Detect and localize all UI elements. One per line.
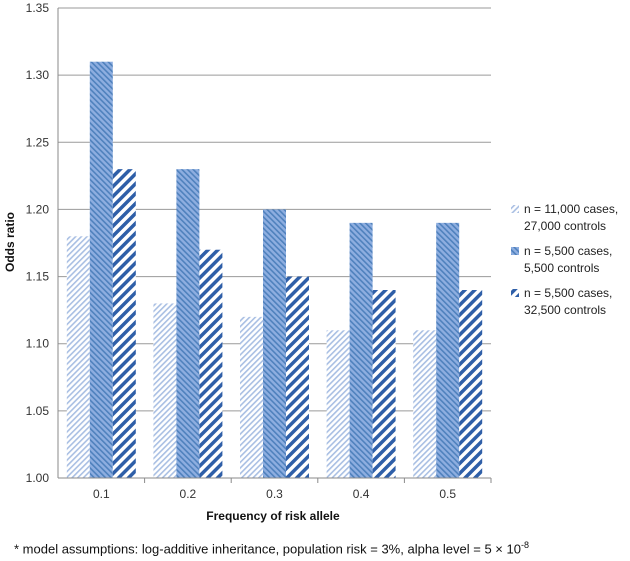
footnote-text: * model assumptions: log-additive inheri… [14,541,521,557]
bar [326,330,350,478]
bar [349,222,373,478]
y-axis-title: Odds ratio [3,212,17,272]
bar [112,169,136,478]
y-tick-label: 1.15 [26,270,50,284]
x-tick-label: 0.1 [93,487,110,501]
legend-label: n = 11,000 cases, [524,202,618,216]
legend-swatch [511,247,519,255]
x-axis-title: Frequency of risk allele [206,509,340,523]
y-tick-label: 1.05 [26,404,50,418]
y-tick-label: 1.00 [26,471,50,485]
bar [153,303,177,478]
bar [459,290,483,478]
y-tick-label: 1.35 [26,1,50,15]
x-tick-label: 0.2 [180,487,197,501]
y-tick-label: 1.30 [26,68,50,82]
footnote: * model assumptions: log-additive inheri… [14,540,529,556]
bar [89,61,113,478]
legend-label: n = 5,500 cases, [524,244,612,258]
x-tick-label: 0.4 [353,487,370,501]
bars [66,61,483,478]
bar [286,276,309,478]
bar [66,236,90,478]
bar [263,209,286,478]
legend-swatch [511,289,519,297]
bar [413,330,437,478]
legend: n = 11,000 cases, 27,000 controls n = 5,50… [511,202,618,317]
axes: 1.00 1.05 1.10 1.15 1.20 1.25 1.30 1.35 0.1 0.2 0.… [26,1,492,501]
legend-label: n = 5,500 cases, [524,286,612,300]
legend-swatch [511,205,519,213]
bar [240,316,263,478]
legend-label: 5,500 controls [524,261,599,275]
y-tick-label: 1.20 [26,202,50,216]
bar [199,249,223,478]
x-tick-label: 0.5 [439,487,456,501]
y-tick-label: 1.25 [26,135,50,149]
chart: 1.00 1.05 1.10 1.15 1.20 1.25 1.30 1.35 0.1 0.2 0.… [3,1,618,523]
bar [436,222,460,478]
y-tick-label: 1.10 [26,337,50,351]
bar [176,169,200,478]
legend-label: 32,500 controls [524,303,606,317]
footnote-exponent: -8 [520,540,529,550]
bar [372,290,396,478]
legend-label: 27,000 controls [524,219,606,233]
x-tick-label: 0.3 [266,487,283,501]
